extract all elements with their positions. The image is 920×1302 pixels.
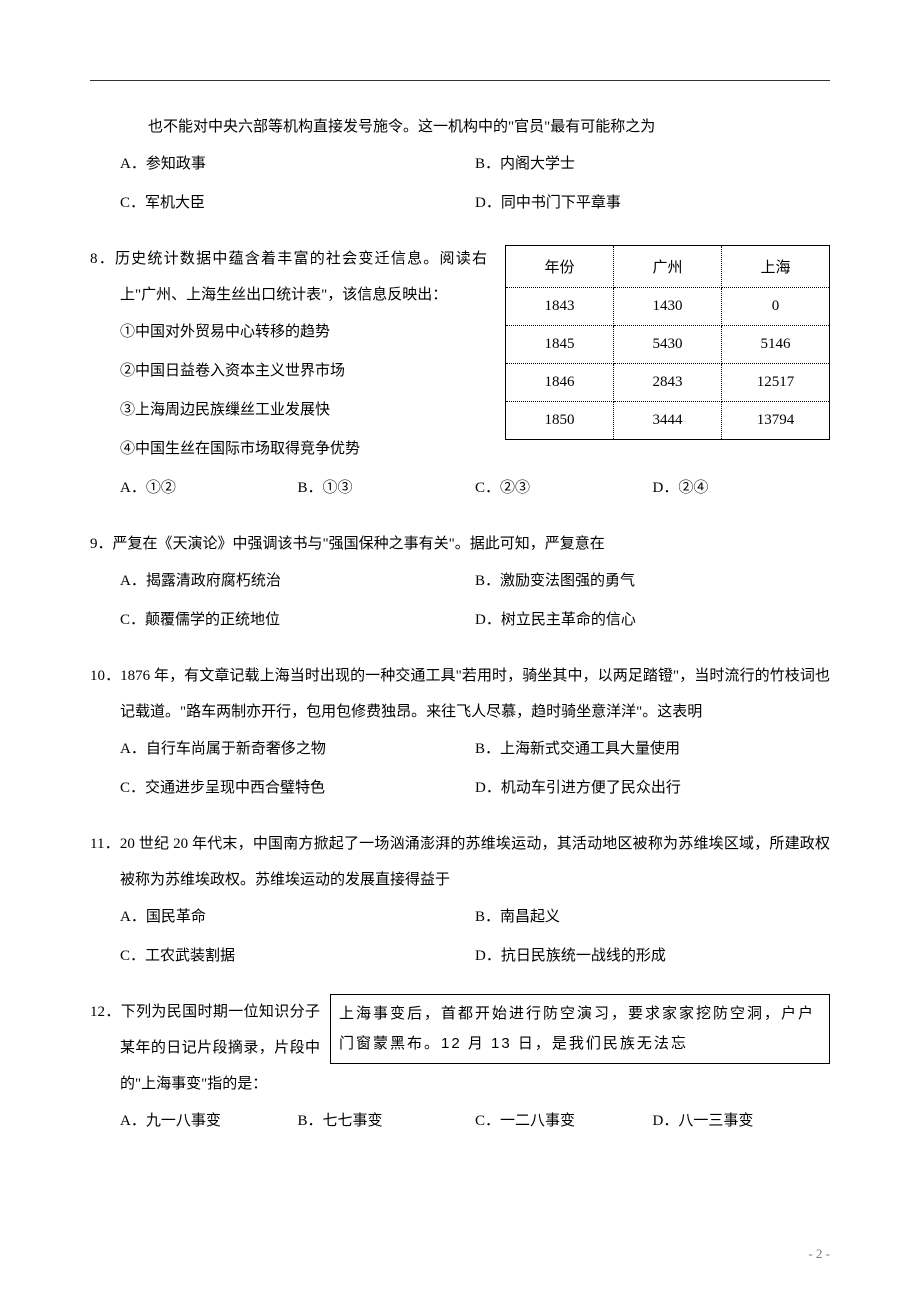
question-11: 11．20 世纪 20 年代末，中国南方掀起了一场汹涌澎湃的苏维埃运动，其活动地… [90,826,830,976]
q7-option-c: C．军机大臣 [120,184,475,223]
q7-stem-cont: 也不能对中央六部等机构直接发号施令。这一机构中的"官员"最有可能称之为 [90,109,830,145]
page-number: - 2 - [808,1246,830,1262]
q11-option-a: A．国民革命 [120,898,475,937]
q12-option-c: C．一二八事变 [475,1102,653,1141]
q8-th-gz: 广州 [614,246,722,288]
table-row: 年份 广州 上海 [506,246,830,288]
question-8: 8．历史统计数据中蕴含着丰富的社会变迁信息。阅读右上"广州、上海生丝出口统计表"… [90,241,830,508]
q8-option-c: C．②③ [475,469,653,508]
q11-stem: 11．20 世纪 20 年代末，中国南方掀起了一场汹涌澎湃的苏维埃运动，其活动地… [90,826,830,898]
question-10: 10．1876 年，有文章记载上海当时出现的一种交通工具"若用时，骑坐其中，以两… [90,658,830,808]
q9-option-a: A．揭露清政府腐朽统治 [120,562,475,601]
question-7: 也不能对中央六部等机构直接发号施令。这一机构中的"官员"最有可能称之为 A．参知… [90,109,830,223]
q9-option-c: C．颠覆儒学的正统地位 [120,601,475,640]
q8-choice-2: ②中国日益卷入资本主义世界市场 [90,352,487,391]
q7-option-a: A．参知政事 [120,145,475,184]
q11-option-c: C．工农武装割据 [120,937,475,976]
table-row: 1850 3444 13794 [506,402,830,440]
q8-stem: 8．历史统计数据中蕴含着丰富的社会变迁信息。阅读右上"广州、上海生丝出口统计表"… [90,241,487,313]
q9-option-d: D．树立民主革命的信心 [475,601,830,640]
q12-diary-box: 上海事变后，首都开始进行防空演习，要求家家挖防空洞，户户门窗蒙黑布。12 月 1… [330,994,830,1064]
q10-option-d: D．机动车引进方便了民众出行 [475,769,830,808]
question-12: 12．下列为民国时期一位知识分子某年的日记片段摘录，片段中的"上海事变"指的是：… [90,994,830,1141]
q12-option-d: D．八一三事变 [653,1102,831,1141]
q8-choice-3: ③上海周边民族缫丝工业发展快 [90,391,487,430]
top-rule [90,80,830,81]
q8-th-year: 年份 [506,246,614,288]
q10-option-c: C．交通进步呈现中西合璧特色 [120,769,475,808]
q7-option-b: B．内阁大学士 [475,145,830,184]
q8-data-table: 年份 广州 上海 1843 1430 0 1845 5430 5146 1846… [505,245,830,440]
table-row: 1843 1430 0 [506,288,830,326]
q9-option-b: B．激励变法图强的勇气 [475,562,830,601]
q8-th-sh: 上海 [722,246,830,288]
q10-option-a: A．自行车尚属于新奇奢侈之物 [120,730,475,769]
q8-option-a: A．①② [120,469,298,508]
q9-stem: 9．严复在《天演论》中强调该书与"强国保种之事有关"。据此可知，严复意在 [90,526,830,562]
q11-option-d: D．抗日民族统一战线的形成 [475,937,830,976]
q12-option-b: B．七七事变 [298,1102,476,1141]
q8-option-d: D．②④ [653,469,831,508]
question-9: 9．严复在《天演论》中强调该书与"强国保种之事有关"。据此可知，严复意在 A．揭… [90,526,830,640]
table-row: 1846 2843 12517 [506,364,830,402]
q7-option-d: D．同中书门下平章事 [475,184,830,223]
q12-stem: 12．下列为民国时期一位知识分子某年的日记片段摘录，片段中的"上海事变"指的是： [90,994,320,1102]
q8-choice-4: ④中国生丝在国际市场取得竞争优势 [90,430,487,469]
table-row: 1845 5430 5146 [506,326,830,364]
q11-option-b: B．南昌起义 [475,898,830,937]
q10-option-b: B．上海新式交通工具大量使用 [475,730,830,769]
q12-option-a: A．九一八事变 [120,1102,298,1141]
q8-option-b: B．①③ [298,469,476,508]
q8-choice-1: ①中国对外贸易中心转移的趋势 [90,313,487,352]
q10-stem: 10．1876 年，有文章记载上海当时出现的一种交通工具"若用时，骑坐其中，以两… [90,658,830,730]
